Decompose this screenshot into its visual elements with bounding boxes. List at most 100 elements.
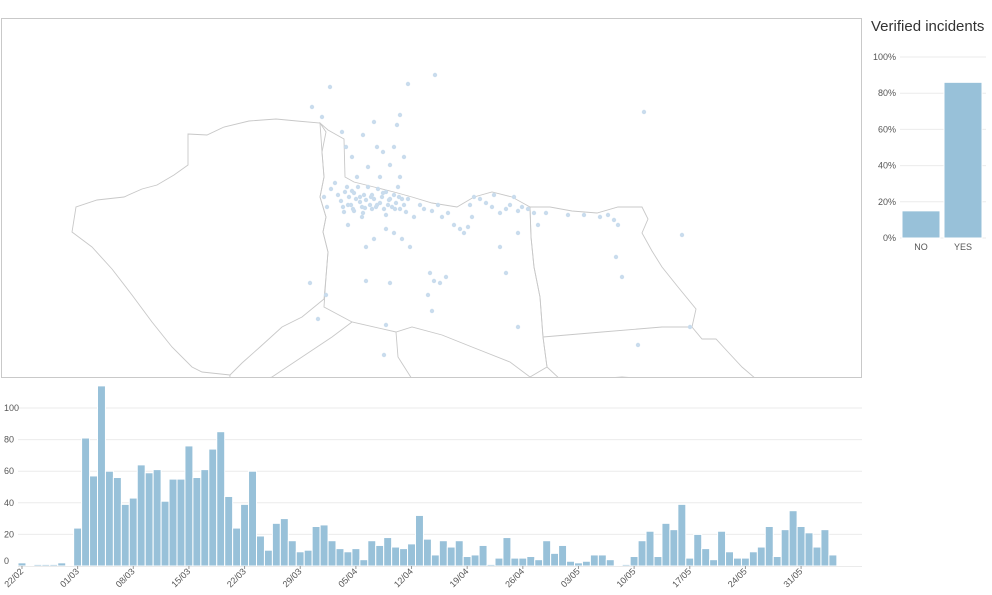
incident-point[interactable] [357,194,363,200]
incident-point[interactable] [377,174,383,180]
incident-point[interactable] [343,144,349,150]
incident-point[interactable] [399,236,405,242]
daily-bar[interactable] [184,445,194,567]
daily-bar[interactable] [327,540,337,567]
incident-point[interactable] [507,202,513,208]
daily-bar[interactable] [399,548,409,567]
incident-point[interactable] [467,202,473,208]
daily-bar[interactable] [812,546,822,567]
daily-bar[interactable] [279,518,289,567]
incident-point[interactable] [349,188,355,194]
incident-point[interactable] [345,222,351,228]
incident-point[interactable] [367,202,373,208]
incident-point[interactable] [497,210,503,216]
incident-point[interactable] [338,198,344,204]
incident-point[interactable] [360,132,366,138]
incident-point[interactable] [380,190,386,196]
incident-point[interactable] [687,324,693,330]
incident-point[interactable] [427,270,433,276]
incident-point[interactable] [394,122,400,128]
incident-point[interactable] [363,278,369,284]
verified-bar-yes[interactable] [943,81,983,239]
incident-point[interactable] [383,322,389,328]
incident-point[interactable] [429,208,435,214]
incident-point[interactable] [401,154,407,160]
incident-point[interactable] [383,212,389,218]
incident-point[interactable] [332,180,338,186]
incident-point[interactable] [353,196,359,202]
daily-bar[interactable] [152,469,162,567]
daily-bar[interactable] [415,514,424,567]
daily-bar[interactable] [375,544,385,567]
daily-bar[interactable] [104,470,114,567]
daily-bar[interactable] [637,540,647,567]
incident-point[interactable] [515,208,521,214]
incident-point[interactable] [535,222,541,228]
incident-point[interactable] [465,224,471,230]
incident-point[interactable] [525,206,531,212]
daily-bar[interactable] [136,464,146,567]
daily-bar[interactable] [256,535,265,567]
daily-bar[interactable] [160,500,170,567]
daily-bar[interactable] [717,530,727,567]
incident-point[interactable] [324,204,330,210]
incident-point[interactable] [371,119,377,125]
incident-point[interactable] [429,308,435,314]
incident-point[interactable] [403,209,409,215]
daily-bar[interactable] [343,551,353,567]
incident-point[interactable] [491,192,497,198]
daily-bar[interactable] [772,556,782,567]
incident-point[interactable] [387,162,393,168]
daily-bar[interactable] [454,540,464,567]
incident-point[interactable] [319,114,325,120]
daily-bar[interactable] [97,385,106,567]
incident-point[interactable] [397,174,403,180]
daily-bar[interactable] [359,559,369,567]
incident-point[interactable] [407,244,413,250]
daily-bar[interactable] [820,529,830,567]
daily-bar[interactable] [33,563,43,567]
incident-point[interactable] [679,232,685,238]
incident-point[interactable] [445,210,451,216]
incident-point[interactable] [515,230,521,236]
incident-point[interactable] [515,324,521,330]
incident-point[interactable] [581,212,587,218]
incident-point[interactable] [397,112,403,118]
daily-bar[interactable] [502,537,512,567]
verified-bar-no[interactable] [901,210,941,239]
daily-bar[interactable] [438,540,448,567]
incident-point[interactable] [368,194,374,200]
daily-bar[interactable] [693,533,703,567]
daily-bar[interactable] [558,544,568,567]
daily-bar[interactable] [144,472,154,567]
daily-bar[interactable] [120,503,130,567]
incident-point[interactable] [341,209,347,215]
daily-bar[interactable] [804,532,814,567]
daily-bar[interactable] [733,557,742,567]
incident-point[interactable] [392,206,398,212]
daily-bar[interactable] [669,529,679,567]
daily-bar[interactable] [383,537,393,567]
daily-bar[interactable] [661,522,671,567]
incident-point[interactable] [511,194,517,200]
incident-map[interactable] [1,18,862,378]
daily-bar[interactable] [756,546,766,567]
incident-point[interactable] [381,352,387,358]
incident-point[interactable] [431,278,437,284]
incident-point[interactable] [380,149,386,155]
incident-point[interactable] [357,199,363,205]
daily-bar[interactable] [581,560,591,567]
daily-bar[interactable] [81,437,91,567]
daily-bar[interactable] [311,526,321,567]
incident-point[interactable] [393,200,399,206]
incident-point[interactable] [381,206,387,212]
incident-point[interactable] [386,197,392,203]
daily-bar[interactable] [494,557,504,567]
incident-point[interactable] [619,274,625,280]
daily-bar[interactable] [271,522,281,567]
daily-bar[interactable] [566,560,575,567]
incident-point[interactable] [432,72,438,78]
daily-bar[interactable] [597,554,607,567]
incident-point[interactable] [374,202,380,208]
incident-point[interactable] [397,206,403,212]
